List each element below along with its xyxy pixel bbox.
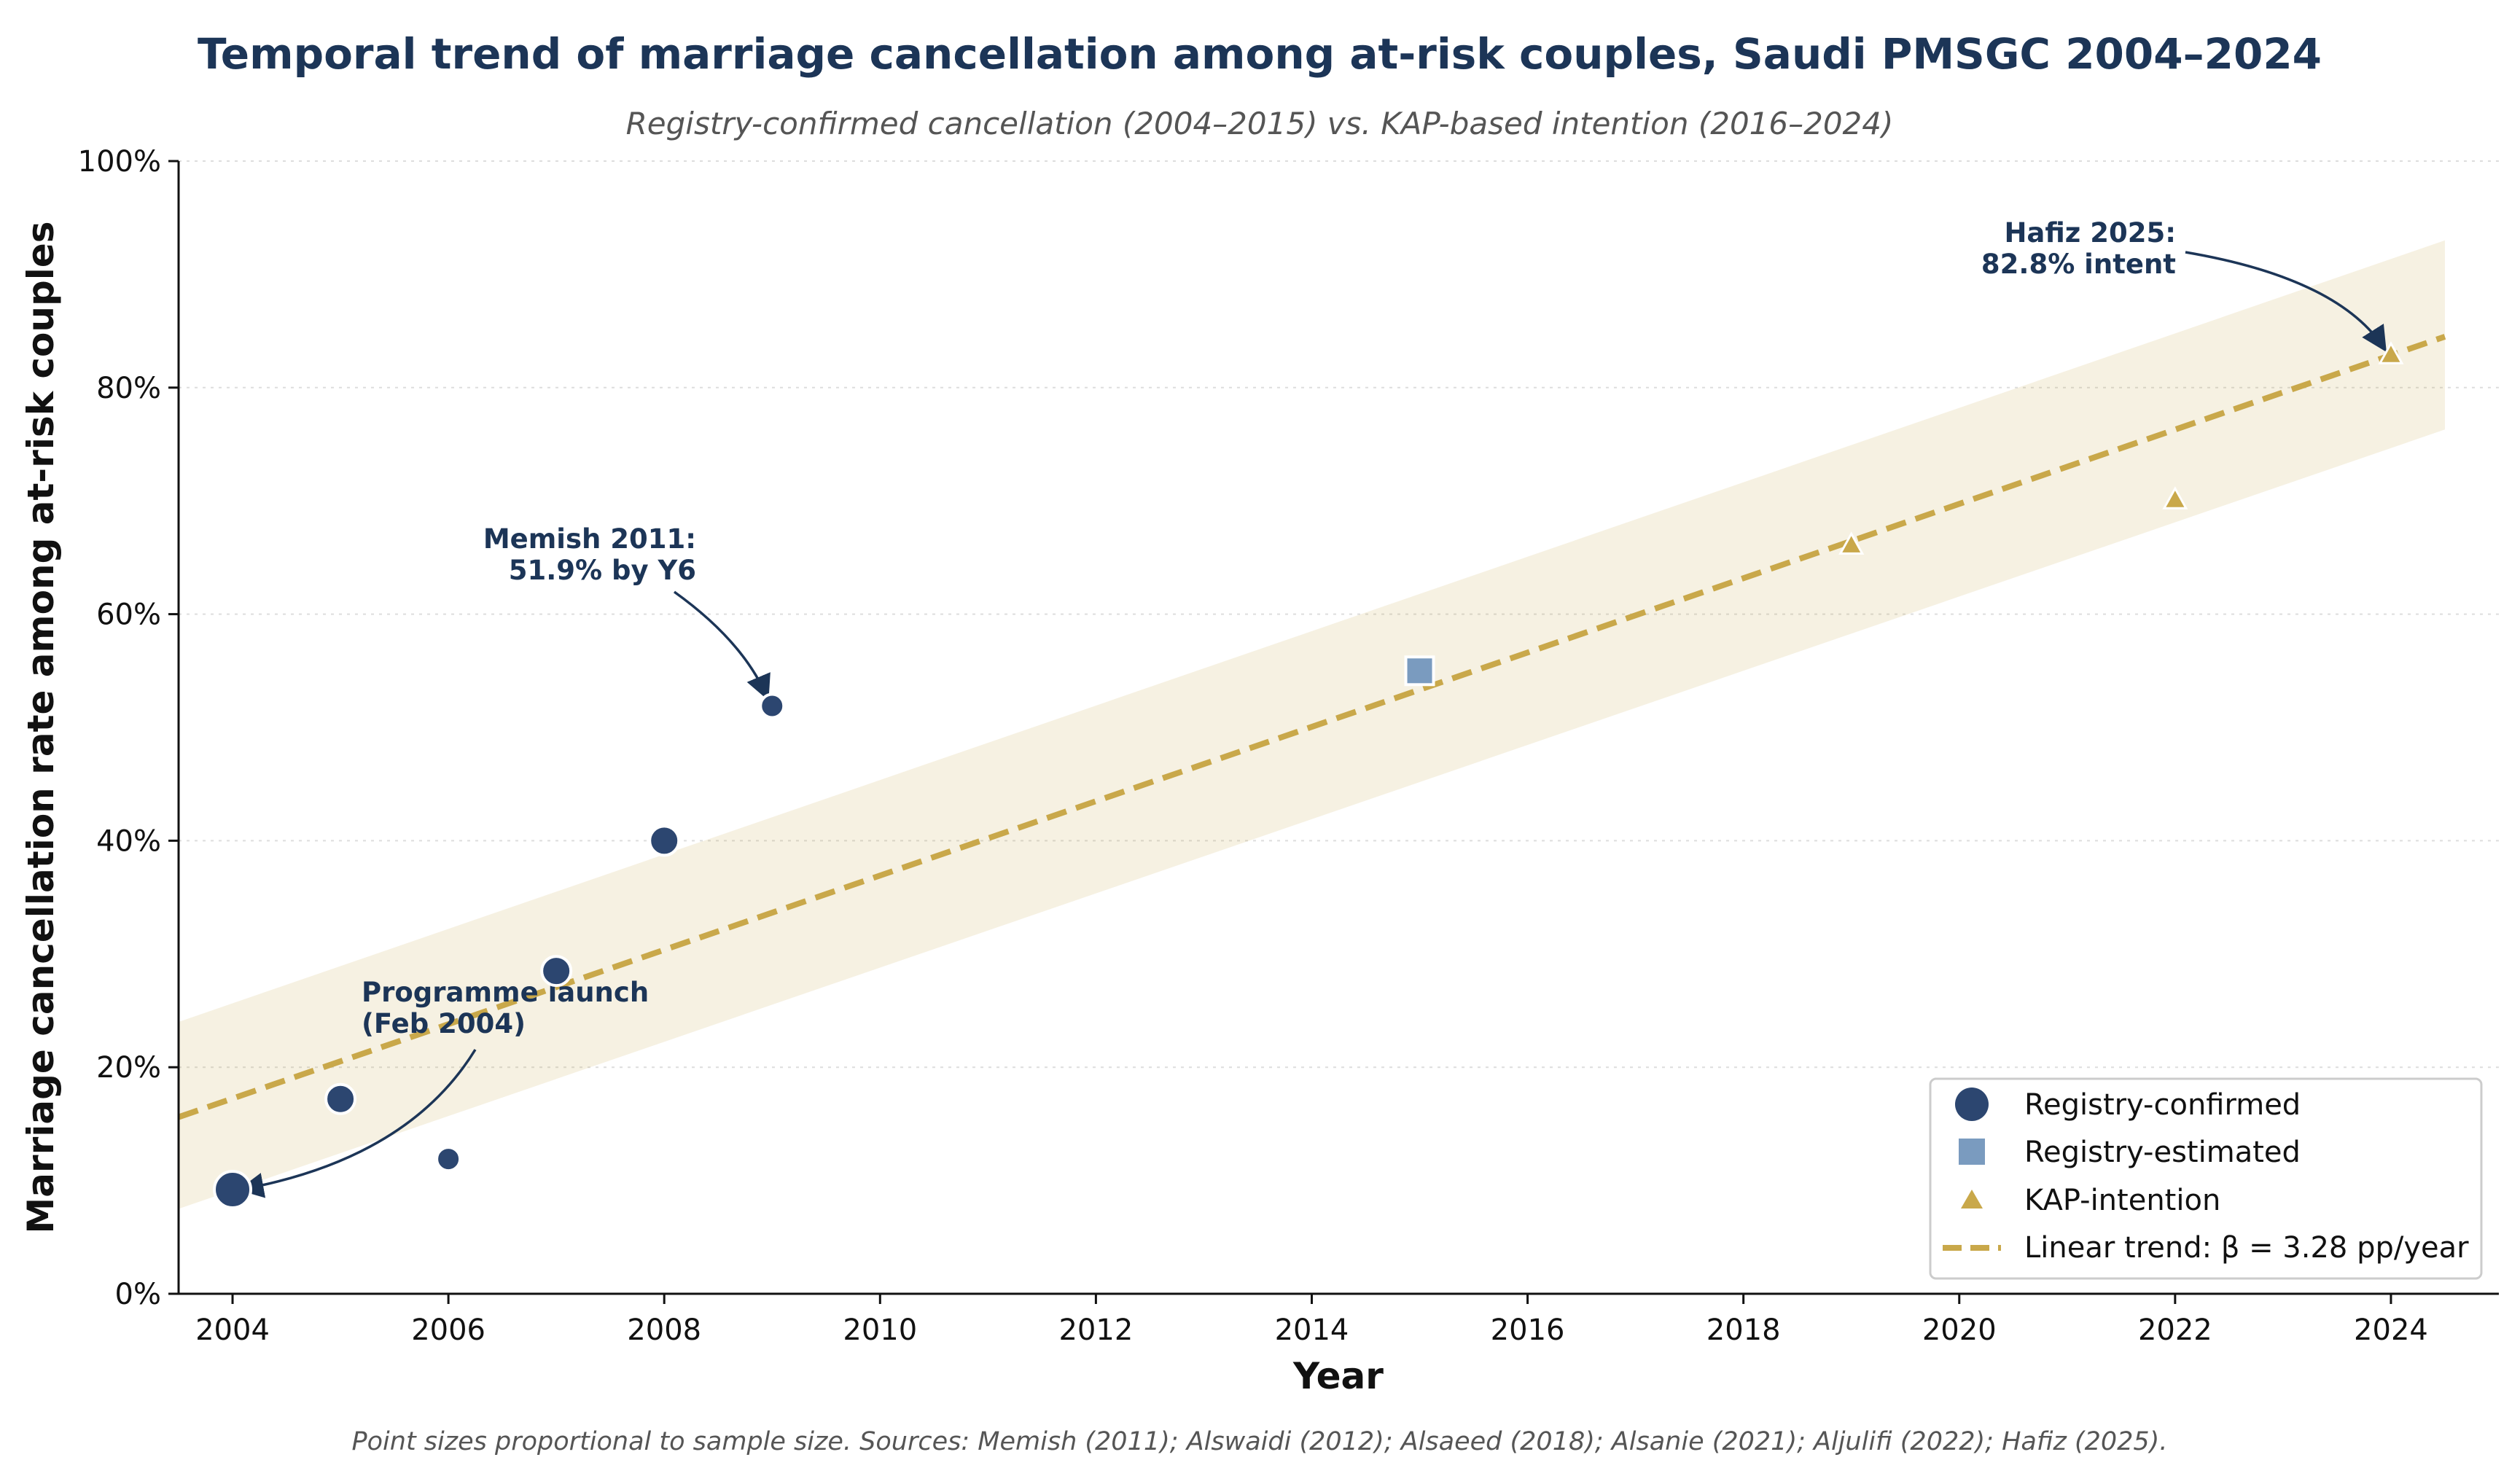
x-tick-label: 2016 [1491,1313,1565,1347]
y-tick-label: 60% [96,598,161,632]
y-tick-label: 80% [96,372,161,405]
x-tick-label: 2024 [2354,1313,2428,1347]
annotation-text: Programme launch [362,977,649,1008]
x-tick-label: 2022 [2138,1313,2212,1347]
chart-footnote: Point sizes proportional to sample size.… [352,1427,2168,1456]
x-tick-label: 2010 [843,1313,917,1347]
y-tick-label: 0% [115,1278,161,1311]
annotation-text: Memish 2011: [483,523,696,555]
annotation-arrow [2185,251,2387,352]
x-axis-title: Year [1292,1355,1384,1397]
annotation-text: (Feb 2004) [362,1008,526,1039]
annotation-text: 82.8% intent [1981,249,2176,280]
x-tick-label: 2018 [1706,1313,1781,1347]
point-kap-intention [2162,486,2188,509]
x-tick-label: 2008 [627,1313,701,1347]
y-axis-ticks: 0% 20% 40% 60% 80% 100% [78,145,179,1311]
x-tick-label: 2014 [1275,1313,1349,1347]
point-registry-confirmed [435,1146,462,1173]
point-registry-confirmed [213,1170,253,1210]
legend-label-registry-estimated: Registry-estimated [2024,1136,2301,1169]
chart-subtitle: Registry-confirmed cancellation (2004–20… [626,106,1894,141]
point-registry-confirmed [324,1082,357,1115]
legend-box [1929,1077,2483,1280]
y-tick-label: 40% [96,824,161,858]
x-tick-label: 2004 [195,1313,270,1347]
annotation-text: Hafiz 2025: [2004,217,2176,249]
annotations: Programme launch(Feb 2004) Memish 2011:51… [238,217,2387,1198]
legend-label-trend: Linear trend: β = 3.28 pp/year [2024,1231,2469,1265]
x-tick-label: 2012 [1058,1313,1133,1347]
legend-marker-kap-intention [1961,1190,1983,1208]
y-axis-title: Marriage cancellation rate among at-risk… [20,221,62,1233]
legend-marker-registry-confirmed [1955,1088,1989,1121]
annotation-text: 51.9% by Y6 [509,555,696,586]
x-tick-label: 2020 [1922,1313,1997,1347]
chart-title: Temporal trend of marriage cancellation … [198,29,2322,79]
legend-label-kap-intention: KAP-intention [2024,1184,2220,1217]
trend-line [177,334,2446,1120]
x-axis-ticks: 2004 2006 2008 2010 2012 2014 2016 2018 2020 2022… [195,1294,2428,1347]
point-kap-intention [2378,341,2404,364]
point-registry-estimated [1404,655,1435,687]
x-tick-label: 2006 [411,1313,485,1347]
gridlines [179,160,2499,1069]
y-tick-label: 20% [96,1051,161,1085]
point-registry-confirmed [759,692,786,719]
point-registry-confirmed [648,824,681,857]
legend-marker-registry-estimated [1959,1139,1985,1165]
point-registry-confirmed [540,955,573,988]
data-points [213,341,2404,1210]
y-tick-label: 100% [78,145,161,179]
legend-label-registry-confirmed: Registry-confirmed [2024,1088,2301,1122]
legend: Registry-confirmed Registry-estimated KA… [1929,1077,2483,1280]
annotation-arrow [238,1049,477,1198]
annotation-arrow [673,590,771,701]
point-kap-intention [1838,531,1865,555]
